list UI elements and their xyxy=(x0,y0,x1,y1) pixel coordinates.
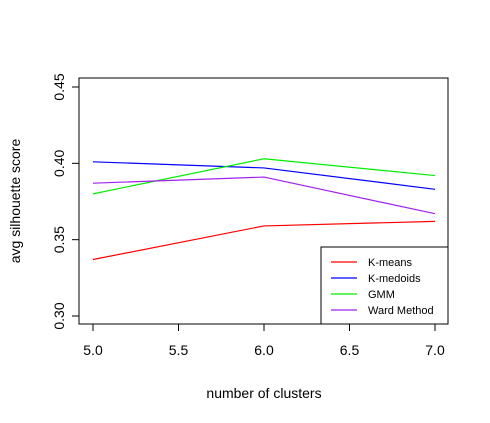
series-layer xyxy=(92,158,436,261)
y-axis: 0.30 0.35 0.40 0.45 xyxy=(51,73,79,330)
y-axis-title: avg silhouette score xyxy=(7,139,23,264)
y-tick-label: 0.45 xyxy=(51,73,67,100)
y-tick-label: 0.35 xyxy=(51,226,67,253)
legend-box xyxy=(320,246,449,325)
x-tick-label: 7.0 xyxy=(425,342,445,358)
y-tick-label: 0.40 xyxy=(51,149,67,176)
x-tick-label: 5.0 xyxy=(83,342,103,358)
legend-label: GMM xyxy=(368,289,395,301)
x-axis-title: number of clusters xyxy=(206,385,321,401)
legend-label: K-medoids xyxy=(368,273,421,285)
x-tick-label: 5.5 xyxy=(169,342,189,358)
series-line-k-means xyxy=(92,220,436,261)
x-tick-label: 6.5 xyxy=(340,342,360,358)
legend: K-means K-medoids GMM Ward Method xyxy=(320,246,449,325)
series-line-gmm xyxy=(92,158,436,195)
x-axis: 5.0 5.5 6.0 6.5 7.0 xyxy=(83,324,445,358)
y-tick-label: 0.30 xyxy=(51,302,67,329)
series-line-k-medoids xyxy=(92,161,436,190)
legend-label: K-means xyxy=(368,257,413,269)
legend-label: Ward Method xyxy=(368,305,434,317)
series-line-ward-method xyxy=(92,176,436,215)
x-tick-label: 6.0 xyxy=(254,342,274,358)
